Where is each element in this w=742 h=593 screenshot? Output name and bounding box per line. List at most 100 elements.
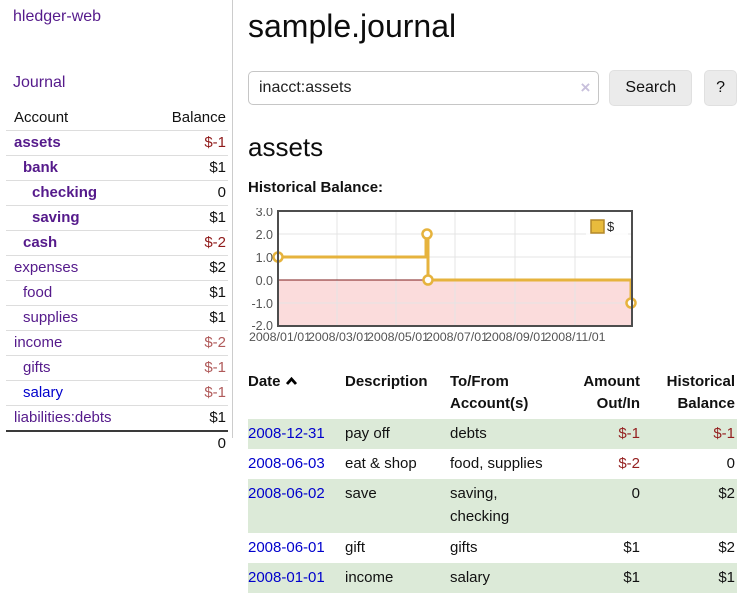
transaction-description: income [345,562,450,593]
transaction-balance: $-1 [642,418,737,449]
transaction-amount: 0 [560,479,642,533]
chart-canvas: $ 3.0 2.0 1.0 0.0 -1.0 -2.0 2008/01/01 2… [249,208,637,344]
date-header-label: Date [248,373,281,390]
account-row-saving: saving $1 [6,205,228,231]
account-link-saving[interactable]: saving [32,209,80,226]
account-row-expenses: expenses $2 [6,255,228,281]
register-row: 2008-06-01 gift gifts $1 $2 [248,533,737,563]
account-row-gifts: gifts $-1 [6,355,228,381]
account-link-cash[interactable]: cash [23,234,58,251]
account-link-supplies[interactable]: supplies [23,309,79,326]
svg-text:2008/09/01: 2008/09/01 [485,330,547,344]
account-balance: $1 [145,155,228,181]
accounts-header-balance: Balance [171,109,226,126]
register-row: 2008-12-31 pay off debts $-1 $-1 [248,418,737,449]
svg-text:2008/03/01: 2008/03/01 [308,330,370,344]
svg-text:2008/05/01: 2008/05/01 [367,330,429,344]
register-row: 2008-01-01 income salary $1 $1 [248,562,737,593]
svg-text:-2.0: -2.0 [251,319,273,333]
app-title-link[interactable]: hledger-web [13,8,102,25]
account-link-bank[interactable]: bank [23,159,59,176]
svg-text:2008/11/01: 2008/11/01 [544,330,605,344]
account-balance: $1 [145,280,228,306]
account-link-food[interactable]: food [23,284,53,301]
account-link-expenses[interactable]: expenses [14,259,79,276]
register-row: 2008-06-03 eat & shop food, supplies $-2… [248,449,737,479]
search-input[interactable] [248,71,600,105]
account-link-salary[interactable]: salary [23,384,64,401]
help-button[interactable]: ? [704,70,737,106]
y-axis-labels: 3.0 2.0 1.0 0.0 -1.0 -2.0 [251,208,273,333]
transaction-amount: $1 [560,562,642,593]
main-content: sample.journal × Search ? assets Histori… [248,0,737,593]
transaction-balance: $2 [642,479,737,533]
svg-text:0.0: 0.0 [256,274,273,288]
register-row: 2008-06-02 save saving, checking 0 $2 [248,479,737,533]
accounts-table: Account Balance assets $-1 bank $1 check… [6,106,228,456]
accounts-total-value: 0 [145,430,228,456]
plot-border [277,210,633,327]
svg-text:2.0: 2.0 [256,228,273,242]
transaction-date-link[interactable]: 2008-01-01 [248,568,325,586]
search-form: × Search ? [248,70,737,106]
account-row-bank: bank $1 [6,155,228,181]
account-row-liabilities-debts: liabilities:debts $1 [6,405,228,431]
transaction-accounts: gifts [450,538,478,556]
transaction-accounts: salary [450,562,560,593]
account-link-income[interactable]: income [14,334,63,351]
transaction-date-link[interactable]: 2008-06-02 [248,485,325,502]
search-button[interactable]: Search [609,70,693,106]
account-balance: $1 [145,405,228,431]
chart-title: Historical Balance: [248,179,384,196]
chart-legend: $ [586,216,628,239]
account-link-checking[interactable]: checking [32,184,98,201]
transaction-date-link[interactable]: 2008-06-01 [248,538,325,556]
register-table: Date Description To/From Account(s) Amou… [248,369,737,593]
clear-search-icon[interactable]: × [580,78,591,97]
svg-text:2008/01/01: 2008/01/01 [249,330,311,344]
x-axis-labels: 2008/01/01 2008/03/01 2008/05/01 2008/07… [249,330,606,344]
transaction-description: pay off [345,418,450,449]
transaction-date-link[interactable]: 2008-06-03 [248,454,325,472]
sidebar-item-journal[interactable]: Journal [13,74,66,91]
account-balance: $-2 [145,330,228,356]
register-header-amount: Amount Out/In [583,373,640,412]
account-row-assets: assets $-1 [6,130,228,156]
transaction-accounts: debts [450,418,560,449]
register-header-balance: Historical Balance [666,373,735,412]
account-balance: $-2 [145,230,228,256]
svg-text:-1.0: -1.0 [251,297,273,311]
page-title: sample.journal [248,8,457,44]
account-link-gifts[interactable]: gifts [23,359,51,376]
transaction-balance: $2 [718,538,735,556]
historical-balance-chart: $ 3.0 2.0 1.0 0.0 -1.0 -2.0 2008/01/01 2… [248,208,668,350]
account-balance: $1 [145,305,228,331]
transaction-accounts: food, supplies [450,454,543,472]
sort-ascending-icon [285,371,298,393]
accounts-total-row: 0 [6,430,228,456]
svg-text:2008/07/01: 2008/07/01 [426,330,488,344]
svg-text:3.0: 3.0 [256,208,273,219]
account-row-cash: cash $-2 [6,230,228,256]
account-row-food: food $1 [6,280,228,306]
sidebar: hledger-web Journal Account Balance asse… [0,0,233,456]
register-header-date[interactable]: Date [248,369,345,419]
account-balance: $1 [145,205,228,231]
account-link-liabilities-debts[interactable]: liabilities:debts [14,409,112,426]
account-row-income: income $-2 [6,330,228,356]
data-point-markers [272,228,637,309]
transaction-description: gift [345,538,366,556]
transaction-balance: 0 [726,454,735,472]
transaction-description: save [345,479,450,533]
account-row-salary: salary $-1 [6,380,228,406]
account-link-assets[interactable]: assets [14,134,61,151]
register-header-description: Description [345,373,428,390]
transaction-accounts: saving, checking [450,479,560,533]
account-row-checking: checking 0 [6,180,228,206]
account-balance: $-1 [145,355,228,381]
transaction-date-link[interactable]: 2008-12-31 [248,424,325,442]
transaction-amount: $1 [623,538,640,556]
transaction-amount: $-1 [560,418,642,449]
account-balance: 0 [145,180,228,206]
account-balance: $-1 [145,380,228,406]
